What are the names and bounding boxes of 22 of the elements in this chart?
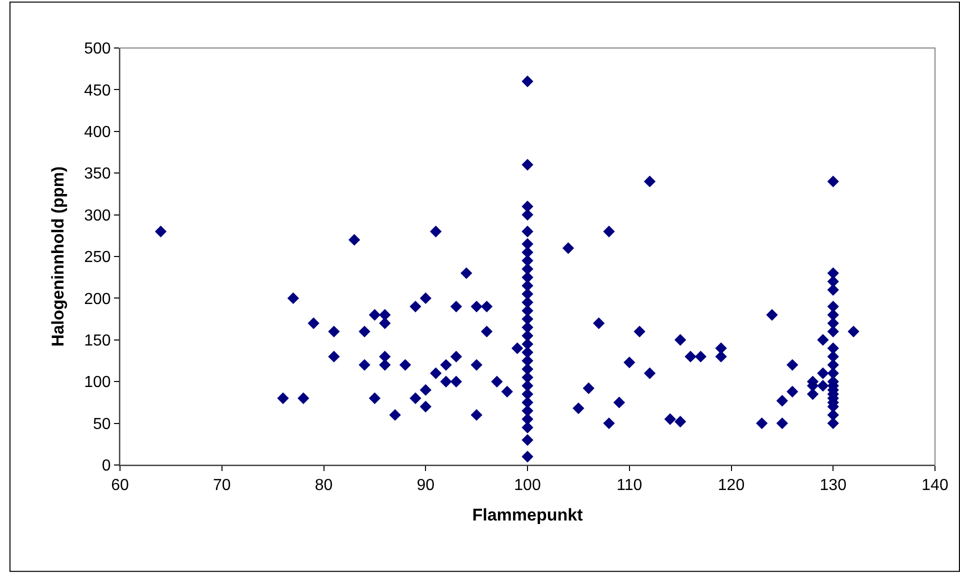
x-tick-label: 80 (314, 477, 333, 494)
x-tick-label: 100 (514, 477, 541, 494)
y-tick-label: 400 (84, 124, 111, 141)
y-tick-label: 350 (84, 166, 111, 183)
y-tick-label: 200 (84, 290, 111, 308)
y-tick-label: 450 (84, 82, 111, 100)
y-tick-label: 0 (102, 458, 111, 475)
x-tick-label: 70 (212, 477, 231, 494)
x-tick-label: 140 (922, 477, 948, 494)
y-tick-label: 500 (84, 40, 111, 58)
y-axis-title: Halogeninnhold (ppm) (48, 166, 68, 347)
y-tick-label: 100 (84, 374, 111, 392)
x-axis-title: Flammepunkt (472, 506, 584, 525)
x-tick-label: 90 (416, 477, 435, 494)
x-tick-label: 130 (820, 477, 847, 494)
y-tick-label: 150 (84, 332, 111, 350)
x-tick-label: 120 (718, 477, 745, 494)
x-tick-label: 110 (616, 477, 642, 494)
y-tick-label: 50 (93, 416, 111, 433)
x-tick-label: 60 (111, 477, 129, 494)
y-tick-label: 300 (84, 207, 111, 224)
y-tick-label: 250 (84, 249, 111, 266)
